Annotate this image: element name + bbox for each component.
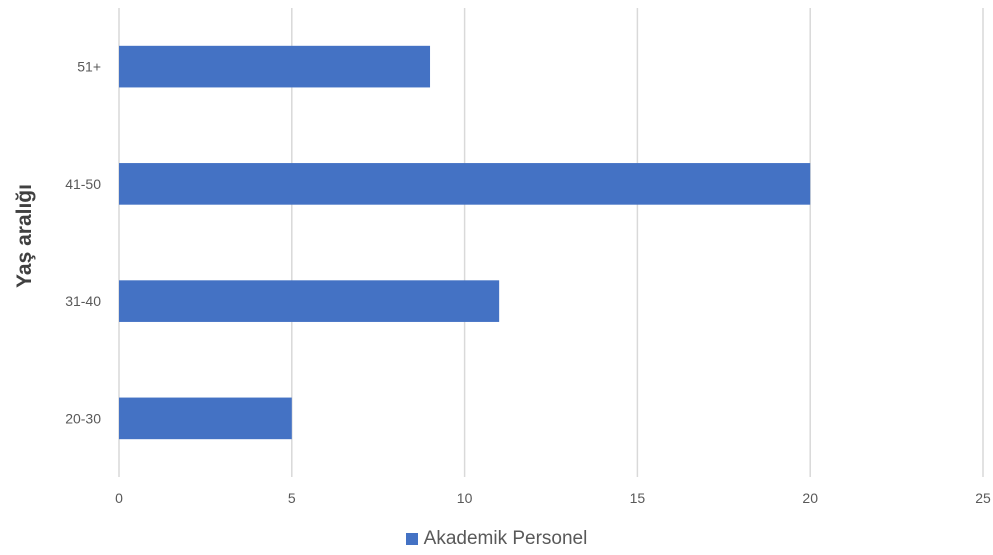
x-tick-label: 20 <box>802 490 818 506</box>
legend-swatch <box>405 533 418 545</box>
y-axis-ticks: 51+ 41-50 31-40 20-30 <box>65 59 101 427</box>
y-tick-label: 41-50 <box>65 176 101 192</box>
y-tick-label: 31-40 <box>65 293 101 309</box>
bar-31-40 <box>119 280 500 322</box>
legend-label: Akademik Personel <box>423 528 588 549</box>
x-tick-label: 0 <box>115 490 123 506</box>
x-tick-label: 15 <box>630 490 646 506</box>
y-tick-label: 20-30 <box>65 410 101 426</box>
x-tick-label: 5 <box>288 490 296 506</box>
bar-chart: 0 5 10 15 20 25 51+ 41-50 31-40 20-30 Yaş aralığ… <box>13 8 991 506</box>
y-tick-label: 51+ <box>77 59 101 75</box>
bar-41-50 <box>119 163 811 205</box>
bar-51+ <box>119 45 431 88</box>
legend: Akademik Personel <box>0 527 993 551</box>
x-axis-ticks: 0 5 10 15 20 25 <box>115 490 991 506</box>
y-axis-title: Yaş aralığı <box>13 184 36 288</box>
bar-20-30 <box>119 397 292 440</box>
x-tick-label: 10 <box>457 490 473 506</box>
bars <box>119 45 811 440</box>
x-tick-label: 25 <box>975 490 991 506</box>
